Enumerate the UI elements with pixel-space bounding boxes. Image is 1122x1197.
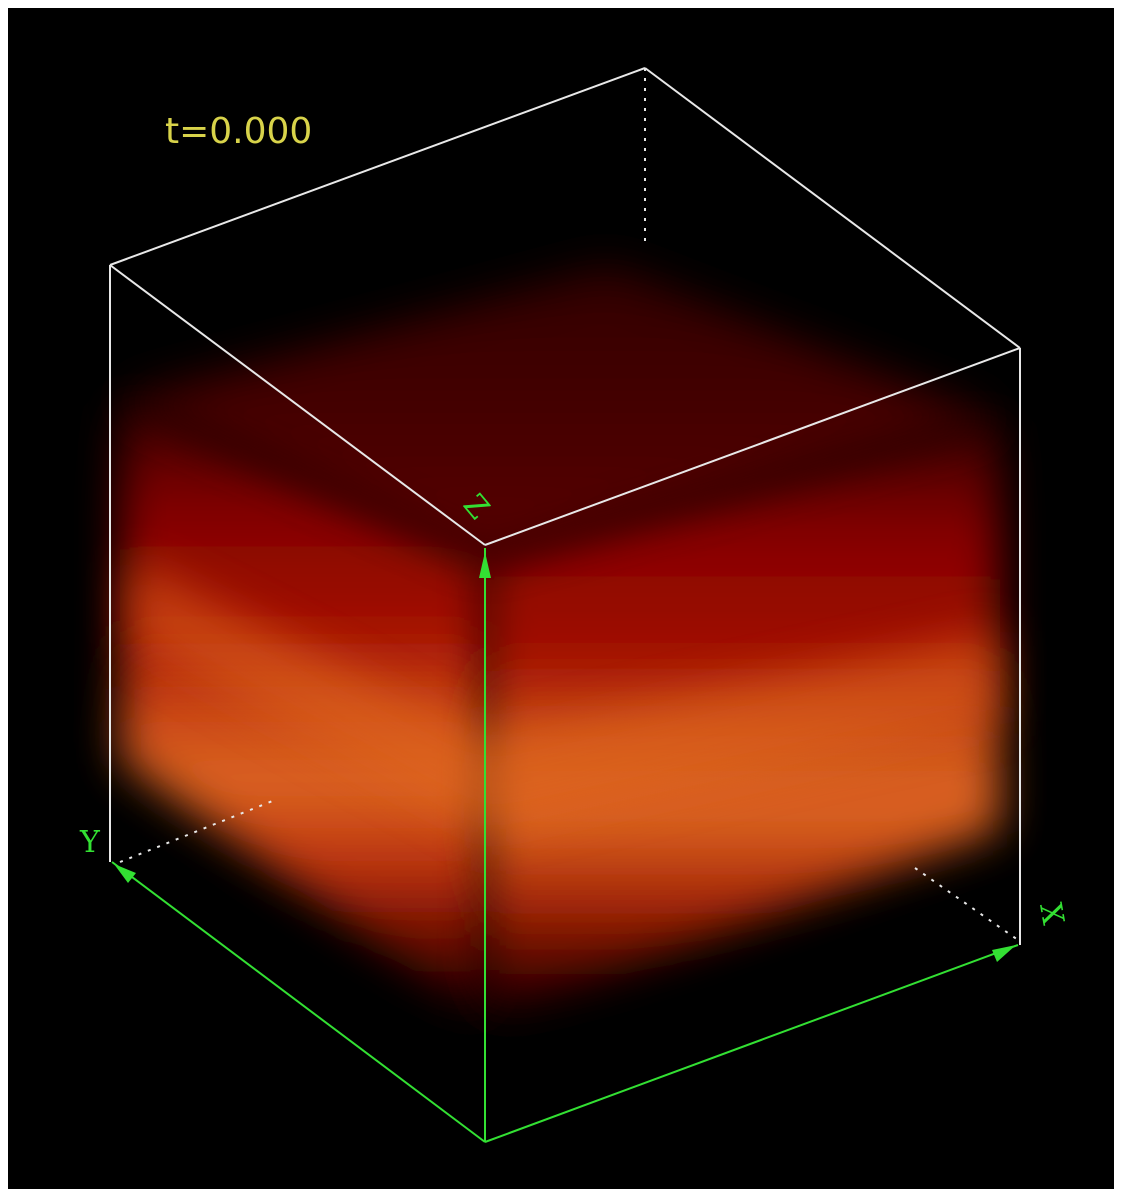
hidden-edge-back-right bbox=[914, 867, 1019, 941]
z-arrow-icon bbox=[479, 552, 491, 578]
top-edge-back-right bbox=[644, 67, 1021, 349]
y-arrow-icon bbox=[114, 864, 136, 883]
y-axis-line bbox=[111, 861, 486, 1143]
y-axis-label: Y bbox=[79, 825, 101, 860]
volume-bright-band bbox=[130, 560, 1000, 830]
coordinate-axes bbox=[111, 548, 1019, 1143]
volume-top-face bbox=[120, 265, 1000, 560]
x-arrow-icon bbox=[992, 945, 1016, 962]
volume-density-field bbox=[120, 265, 1000, 1020]
x-axis-line bbox=[484, 944, 1019, 1143]
time-readout: t=0.000 bbox=[165, 111, 312, 152]
x-axis-label: X bbox=[1032, 900, 1070, 928]
top-edge-back-left bbox=[109, 67, 646, 266]
axis-arrowheads bbox=[114, 552, 1016, 962]
bounding-box-edges bbox=[109, 67, 1021, 945]
top-edge-front-left bbox=[109, 264, 486, 546]
top-edge-front-right bbox=[484, 347, 1021, 546]
bounding-box-hidden-edges bbox=[119, 68, 1019, 941]
